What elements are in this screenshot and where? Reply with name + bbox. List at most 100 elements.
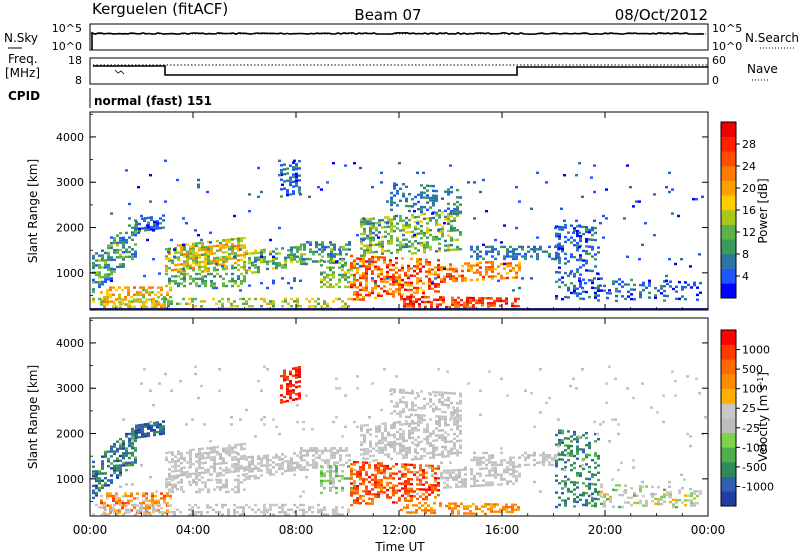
echo-cell [119,469,122,472]
echo-cell [243,447,246,450]
echo-cell [231,247,234,251]
echo-cell [189,257,192,260]
colorbar-tick-label: -1000 [742,480,774,493]
echo-cell [466,299,469,302]
echo-cell [281,465,284,468]
echo-cell [353,262,356,265]
echo-cell [330,447,333,450]
echo-cell [329,470,332,473]
echo-cell [115,494,118,498]
echo-cell [558,271,561,274]
echo-cell [284,261,287,264]
echo-cell [450,248,453,252]
echo-cell [408,226,411,229]
echo-cell [222,239,225,242]
echo-cell [157,502,160,505]
echo-cell [401,463,404,466]
echo-cell [139,293,142,296]
echo-cell [621,493,624,497]
echo-cell [395,279,398,282]
echo-cell [567,260,570,263]
echo-cell [128,442,131,445]
echo-cell [248,477,251,480]
echo-cell [266,464,269,467]
echo-cell [428,488,431,491]
echo-cell [467,181,470,184]
echo-cell [434,477,437,480]
echo-cell [177,464,180,468]
echo-cell [452,469,455,472]
echo-cell [654,493,657,496]
echo-cell [326,273,329,277]
echo-cell [423,244,426,247]
echo-cell [420,205,423,209]
echo-cell [180,474,183,477]
echo-cell [312,250,315,254]
echo-cell [327,459,330,462]
echo-cell [127,286,130,289]
echo-cell [335,491,338,495]
echo-cell [512,276,515,279]
echo-cell [555,462,558,465]
echo-cell [283,187,286,190]
echo-cell [266,368,269,371]
echo-cell [198,268,201,271]
echo-cell [320,188,323,191]
echo-cell [515,470,518,473]
echo-cell [512,266,515,270]
echo-cell [225,468,228,472]
echo-cell [433,502,436,505]
echo-cell [558,266,561,269]
echo-cell [384,443,387,447]
noise-sky-line [91,31,705,50]
echo-cell [133,506,136,510]
echo-cell [426,440,429,443]
echo-cell [311,506,314,509]
echo-cell [321,459,324,462]
echo-cell [591,226,594,229]
echo-cell [447,234,450,237]
echo-cell [186,473,189,476]
echo-cell [222,457,225,460]
echo-cell [168,451,171,454]
echo-cell [295,373,298,377]
echo-cell [490,505,493,508]
echo-cell [493,299,496,303]
echo-cell [369,454,372,458]
echo-cell [177,270,180,274]
echo-cell [248,269,251,272]
echo-cell [450,229,453,232]
echo-cell [326,513,329,516]
echo-cell [144,425,147,428]
echo-cell [467,264,470,268]
echo-cell [450,186,453,189]
echo-cell [429,229,432,232]
echo-cell [374,284,377,288]
echo-cell [305,394,308,397]
echo-cell [378,231,381,234]
echo-cell [416,279,419,282]
echo-cell [335,506,338,509]
echo-cell [350,503,353,507]
echo-cell [365,272,368,275]
echo-cell [156,423,159,427]
echo-cell [467,267,470,270]
echo-cell [420,416,423,419]
echo-cell [496,503,499,506]
echo-cell [348,241,351,244]
echo-cell [281,472,284,475]
echo-cell [408,209,411,213]
echo-cell [289,176,292,179]
echo-cell [389,278,392,281]
echo-cell [101,249,104,252]
echo-cell [298,179,301,182]
echo-cell [284,300,287,303]
echo-cell [350,285,353,289]
echo-cell [395,491,398,495]
echo-cell [360,453,363,456]
echo-cell [392,423,395,426]
echo-cell [283,168,286,171]
echo-cell [359,502,362,505]
echo-cell [395,266,398,269]
echo-cell [100,291,103,294]
